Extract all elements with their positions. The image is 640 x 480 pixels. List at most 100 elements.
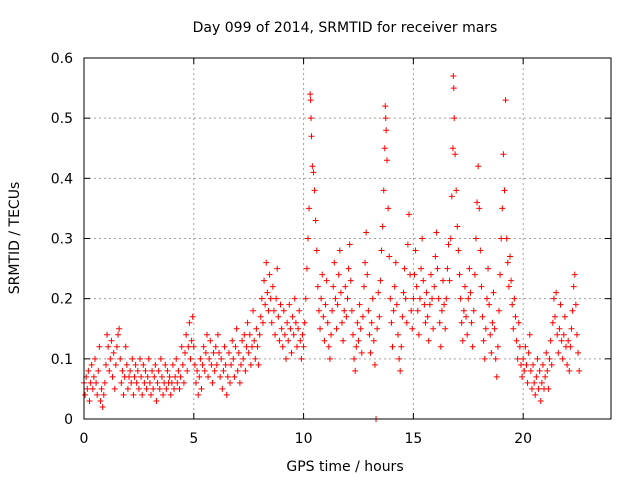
data-point — [134, 367, 141, 374]
data-point — [354, 319, 361, 326]
data-point — [390, 307, 397, 314]
data-point — [317, 325, 324, 332]
data-point — [252, 355, 259, 362]
data-point — [129, 355, 136, 362]
data-point — [312, 217, 319, 224]
data-point — [334, 301, 341, 308]
data-point — [476, 205, 483, 212]
data-point — [85, 367, 92, 374]
data-point — [140, 361, 147, 368]
data-point — [521, 367, 528, 374]
data-point — [171, 385, 178, 392]
data-point — [463, 313, 470, 320]
data-point — [437, 343, 444, 350]
data-point — [472, 235, 479, 242]
data-point — [515, 319, 522, 326]
data-point — [374, 325, 381, 332]
data-point — [575, 349, 582, 356]
data-point — [217, 373, 224, 380]
data-point — [302, 295, 309, 302]
data-point — [272, 331, 279, 338]
data-point — [211, 367, 218, 374]
data-point — [199, 361, 206, 368]
data-point — [369, 295, 376, 302]
data-point — [142, 367, 149, 374]
data-point — [485, 265, 492, 272]
data-point — [218, 355, 225, 362]
data-point — [517, 361, 524, 368]
data-point — [141, 379, 148, 386]
data-point — [119, 367, 126, 374]
data-point — [227, 379, 234, 386]
data-point — [152, 361, 159, 368]
data-point — [560, 331, 567, 338]
data-point — [110, 349, 117, 356]
data-point — [335, 271, 342, 278]
data-point — [510, 325, 517, 332]
data-point — [287, 325, 294, 332]
data-point — [322, 301, 329, 308]
data-point — [219, 385, 226, 392]
data-point — [412, 247, 419, 254]
data-point — [195, 391, 202, 398]
data-point — [99, 403, 106, 410]
data-point — [444, 265, 451, 272]
data-point — [265, 307, 272, 314]
data-point — [192, 379, 199, 386]
data-point — [234, 367, 241, 374]
data-point — [143, 385, 150, 392]
data-point — [203, 331, 210, 338]
data-point — [150, 385, 157, 392]
data-point — [97, 397, 104, 404]
data-point — [308, 115, 315, 122]
data-point — [246, 331, 253, 338]
data-point — [319, 271, 326, 278]
data-point — [398, 343, 405, 350]
data-point — [277, 301, 284, 308]
data-point — [355, 337, 362, 344]
data-point — [459, 337, 466, 344]
data-point — [206, 355, 213, 362]
y-tick-label: 0.2 — [51, 292, 73, 308]
data-point — [176, 385, 183, 392]
data-point — [568, 325, 575, 332]
data-point — [240, 355, 247, 362]
data-point — [480, 337, 487, 344]
data-point — [209, 379, 216, 386]
data-point — [136, 355, 143, 362]
data-point — [408, 307, 415, 314]
data-point — [306, 205, 313, 212]
data-point — [238, 361, 245, 368]
data-point — [235, 349, 242, 356]
data-point — [248, 343, 255, 350]
data-point — [545, 385, 552, 392]
data-point — [347, 277, 354, 284]
data-point — [288, 349, 295, 356]
data-point — [404, 241, 411, 248]
data-point — [274, 265, 281, 272]
data-point — [358, 349, 365, 356]
data-point — [86, 397, 93, 404]
data-point — [205, 373, 212, 380]
data-point — [367, 349, 374, 356]
data-point — [486, 301, 493, 308]
data-point — [210, 349, 217, 356]
data-point — [353, 343, 360, 350]
data-point — [430, 325, 437, 332]
data-point — [325, 343, 332, 350]
data-point — [270, 307, 277, 314]
data-point — [547, 337, 554, 344]
data-point — [512, 313, 519, 320]
y-tick-label: 0.6 — [51, 51, 73, 67]
data-point — [498, 235, 505, 242]
data-point — [144, 373, 151, 380]
data-point — [487, 331, 494, 338]
data-point — [573, 331, 580, 338]
data-point — [382, 115, 389, 122]
data-point — [276, 337, 283, 344]
data-point — [224, 373, 231, 380]
y-axis-label: SRMTID / TECUs — [7, 182, 23, 295]
data-point — [220, 367, 227, 374]
data-point — [123, 361, 130, 368]
data-point — [275, 313, 282, 320]
